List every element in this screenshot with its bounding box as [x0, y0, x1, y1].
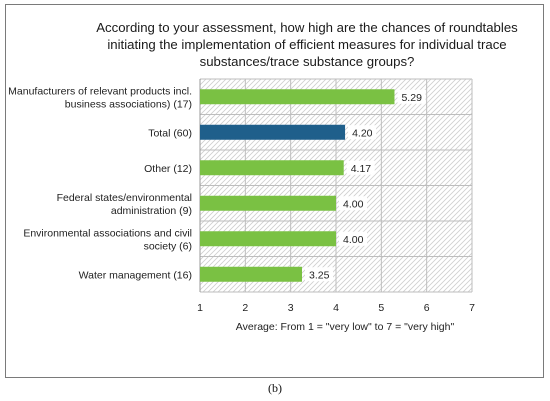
- category-label: Manufacturers of relevant products incl.: [8, 85, 192, 97]
- category-label: administration (9): [111, 205, 192, 217]
- data-label: 4.00: [343, 198, 364, 210]
- category-label: Environmental associations and civil: [23, 227, 192, 239]
- plot-area: 5.29 Manufacturers of relevant products i…: [8, 78, 475, 333]
- x-tick-label: 5: [378, 302, 384, 314]
- x-tick-label: 3: [288, 302, 294, 314]
- data-label: 4.20: [352, 127, 373, 139]
- data-label: 4.17: [351, 163, 372, 175]
- bar: [200, 160, 344, 176]
- data-label-background: [397, 89, 426, 104]
- data-label-background: [348, 125, 377, 140]
- data-label: 3.25: [309, 269, 330, 281]
- bar: [200, 195, 336, 211]
- data-label: 4.00: [343, 234, 364, 246]
- x-tick-label: 1: [197, 302, 203, 314]
- data-label-background: [339, 231, 367, 246]
- category-label: Total (60): [148, 127, 192, 139]
- chart-title: According to your assessment, how high a…: [96, 20, 518, 69]
- x-tick-label: 6: [424, 302, 430, 314]
- x-tick-label: 4: [333, 302, 339, 314]
- category-label: Water management (16): [79, 269, 192, 281]
- x-tick-label: 2: [242, 302, 248, 314]
- bar: [200, 89, 395, 105]
- category-label: society (6): [144, 240, 192, 252]
- figure-caption: (b): [268, 381, 282, 395]
- data-label-background: [305, 267, 333, 282]
- x-tick-label: 7: [469, 302, 475, 314]
- category-label: business associations) (17): [65, 98, 192, 110]
- data-label-background: [346, 160, 375, 175]
- category-label: Other (12): [144, 163, 192, 175]
- category-label: Federal states/environmental: [57, 192, 192, 204]
- data-label-background: [339, 196, 367, 211]
- bar: [200, 266, 302, 282]
- data-label: 5.29: [401, 92, 422, 104]
- bar: [200, 231, 336, 247]
- x-axis-label: Average: From 1 = "very low" to 7 = "ver…: [236, 321, 455, 333]
- bar: [200, 124, 346, 140]
